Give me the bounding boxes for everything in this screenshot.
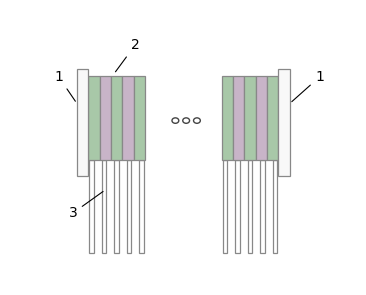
Bar: [100, 76, 111, 160]
Bar: [88, 76, 100, 160]
Bar: [134, 76, 145, 160]
Bar: [255, 76, 267, 160]
Text: 2: 2: [116, 38, 139, 72]
Text: 1: 1: [54, 70, 75, 101]
Bar: [248, 160, 252, 253]
Bar: [260, 160, 265, 253]
Bar: [244, 76, 255, 160]
Bar: [139, 160, 144, 253]
Bar: [127, 160, 131, 253]
Bar: [222, 76, 233, 160]
Bar: [115, 160, 119, 253]
Circle shape: [194, 118, 200, 123]
Circle shape: [183, 118, 190, 123]
Text: 3: 3: [68, 191, 103, 220]
Bar: [122, 76, 134, 160]
Bar: [77, 70, 88, 176]
Bar: [233, 76, 244, 160]
Bar: [279, 70, 290, 176]
Bar: [111, 76, 122, 160]
Bar: [89, 160, 94, 253]
Circle shape: [172, 118, 179, 123]
Bar: [267, 76, 279, 160]
Bar: [235, 160, 240, 253]
Bar: [223, 160, 227, 253]
Bar: [102, 160, 107, 253]
Text: 1: 1: [292, 70, 324, 102]
Bar: [273, 160, 277, 253]
